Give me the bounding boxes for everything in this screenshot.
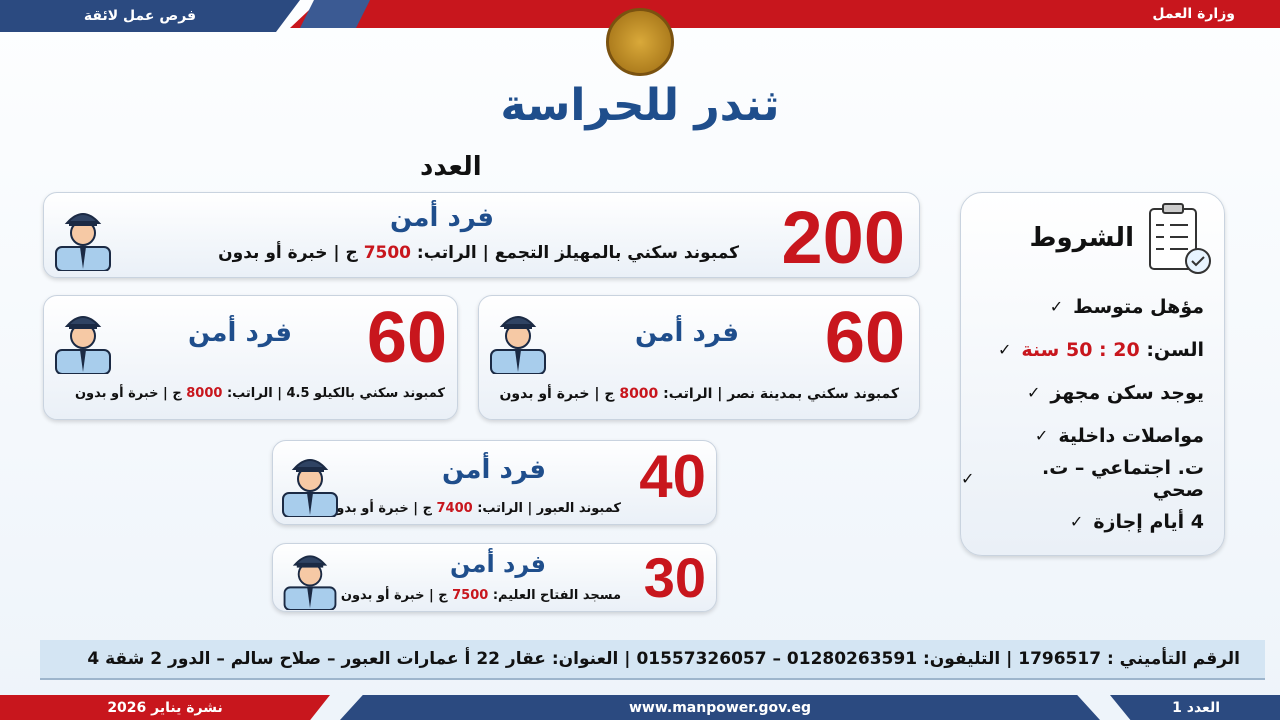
checklist-icon [1149,203,1211,274]
website-banner: www.manpower.gov.eg [340,695,1100,720]
contact-info-bar: الرقم التأميني : 1796517 | التليفون: 012… [40,640,1265,680]
issue-date: نشرة يناير 2026 [107,699,223,716]
condition-item: يوجد سكن مجهز ✓ [1026,381,1204,404]
condition-item: مواصلات داخلية ✓ [1034,424,1204,447]
page-title: ثندر للحراسة [500,80,780,131]
count-heading: العدد [420,152,482,182]
check-icon: ✓ [1069,512,1084,531]
check-icon: ✓ [1026,383,1041,402]
condition-item: ت. اجتماعي – ت. صحي ✓ [961,456,1204,501]
conditions-card: الشروط مؤهل متوسط ✓ السن: 20 : 50 سنة ✓ يو… [960,192,1225,556]
job-card-3: 60 فرد أمن كمبوند سكني بالكيلو 4.5 | الر… [43,295,458,420]
condition-item: مؤهل متوسط ✓ [1049,295,1204,318]
ministry-logo [606,8,674,76]
condition-item: السن: 20 : 50 سنة ✓ [997,338,1204,361]
job-card-1: 200 فرد أمن كمبوند سكني بالمهيلز التجمع … [43,192,920,278]
job-count: 30 [643,546,706,609]
job-description: كمبوند سكني بالمهيلز التجمع | الراتب: 75… [218,243,739,263]
security-guard-icon [55,213,111,271]
job-card-2: 60 فرد أمن كمبوند سكني بمدينة نصر | الرا… [478,295,920,420]
decent-jobs-banner: فرص عمل لائقة [0,0,300,32]
job-count: 60 [366,298,447,378]
job-description: مسجد الفتاح العليم: 7500 ج | خبرة أو بدو… [340,588,621,603]
issue-date-banner: نشرة يناير 2026 [0,695,330,720]
age-range: 20 : 50 سنة [1021,338,1140,361]
check-icon: ✓ [1034,426,1049,445]
condition-item: 4 أيام إجازة ✓ [1069,510,1204,533]
job-count: 40 [639,443,706,510]
job-card-4: 40 فرد أمن كمبوند العبور | الراتب: 7400 … [272,440,717,525]
security-guard-icon [283,555,337,610]
check-icon: ✓ [997,340,1012,359]
check-icon: ✓ [961,469,975,488]
check-icon: ✓ [1049,297,1064,316]
security-guard-icon [490,316,546,374]
job-count: 60 [824,298,905,378]
conditions-title: الشروط [1029,223,1134,253]
conditions-list: مؤهل متوسط ✓ السن: 20 : 50 سنة ✓ يوجد سكن … [961,285,1204,543]
job-title: فرد أمن [390,203,494,233]
ministry-banner: وزارة العمل [290,0,1280,28]
issue-number-banner: العدد 1 [1110,695,1280,720]
ministry-label: وزارة العمل [1152,6,1235,22]
security-guard-icon [282,459,338,517]
job-card-5: 30 فرد أمن مسجد الفتاح العليم: 7500 ج | … [272,543,717,612]
job-count: 200 [781,196,905,279]
decent-jobs-label: فرص عمل لائقة [83,8,197,24]
job-title: فرد أمن [635,318,739,348]
job-title: فرد أمن [188,318,292,348]
job-description: كمبوند سكني بمدينة نصر | الراتب: 8000 ج … [499,386,899,402]
security-guard-icon [55,316,111,374]
job-description: كمبوند العبور | الراتب: 7400 ج | خبرة أو… [325,501,621,516]
issue-number: العدد 1 [1172,699,1220,716]
job-title: فرد أمن [442,455,546,485]
job-title: فرد أمن [450,550,546,578]
job-description: كمبوند سكني بالكيلو 4.5 | الراتب: 8000 ج… [74,386,445,401]
website-link[interactable]: www.manpower.gov.eg [629,699,811,716]
